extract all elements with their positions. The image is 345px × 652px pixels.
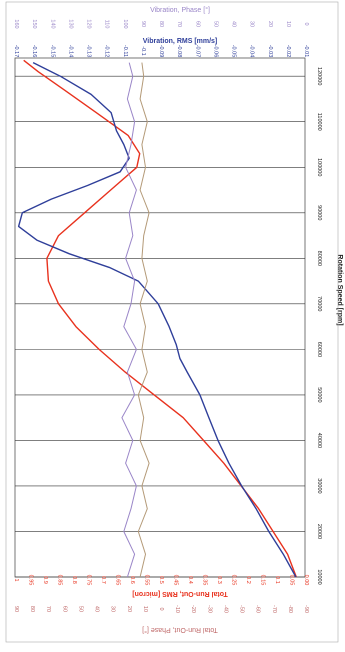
phase-bottom-tick-10: -10 — [174, 605, 180, 613]
runout-tick-12: 0.4 — [187, 576, 193, 584]
runout-tick-19: 0.05 — [289, 575, 295, 586]
runout-tick-17: 0.15 — [260, 575, 266, 586]
phase-top-tick-14: 20 — [267, 21, 273, 27]
series-line-2 — [121, 62, 137, 578]
phase-bottom-tick-6: 30 — [110, 606, 116, 612]
runout-axis-title: Total Run-Out, RMS [micron] — [132, 590, 228, 597]
x-axis-title: Rotation Speed [rpm] — [336, 254, 343, 325]
series-line-1 — [17, 61, 297, 578]
phase-top-tick-8: 80 — [158, 21, 164, 27]
rms-tick-14: -0.03 — [267, 45, 273, 58]
phase-top-tick-1: 150 — [31, 19, 37, 28]
phase-bottom-tick-4: 50 — [77, 606, 83, 612]
rms-tick-2: -0.15 — [49, 45, 55, 58]
phase-bottom-tick-15: -60 — [255, 605, 261, 613]
runout-tick-8: 0.6 — [129, 576, 135, 584]
rms-tick-10: -0.07 — [194, 45, 200, 58]
runout-tick-15: 0.25 — [231, 575, 237, 586]
phase-bottom-tick-8: 10 — [142, 606, 148, 612]
phase-bottom-tick-7: 20 — [126, 606, 132, 612]
runout-tick-11: 0.45 — [173, 575, 179, 586]
series-line-3 — [137, 62, 150, 578]
phase-bottom-tick-1: 80 — [29, 606, 35, 612]
rms-tick-7: -0.1 — [140, 46, 146, 55]
runout-tick-0: 1 — [13, 578, 19, 581]
runout-tick-4: 0.8 — [71, 576, 77, 584]
x-tick-label-8: 90000 — [316, 205, 322, 220]
rms-tick-16: -0.01 — [303, 45, 309, 58]
phase-top-tick-2: 140 — [49, 19, 55, 28]
phase-top-tick-15: 10 — [285, 21, 291, 27]
x-tick-label-9: 100000 — [316, 158, 322, 176]
rms-tick-15: -0.02 — [285, 45, 291, 58]
runout-tick-6: 0.7 — [100, 576, 106, 584]
runout-tick-7: 0.65 — [115, 575, 121, 586]
x-tick-label-2: 30000 — [316, 478, 322, 493]
phase-bottom-tick-2: 70 — [45, 606, 51, 612]
phase-bottom-tick-11: -20 — [190, 605, 196, 613]
phase-top-tick-7: 90 — [140, 21, 146, 27]
phase-bottom-tick-12: -30 — [206, 605, 212, 613]
runout-tick-1: 0.95 — [28, 575, 34, 586]
phase-top-tick-12: 40 — [231, 21, 237, 27]
rms-axis-title: Vibration, RMS [mm/s] — [143, 38, 218, 45]
x-tick-label-5: 60000 — [316, 342, 322, 357]
x-tick-label-3: 40000 — [316, 433, 322, 448]
x-tick-label-1: 20000 — [316, 524, 322, 539]
plot-area — [14, 57, 306, 578]
x-tick-label-7: 80000 — [316, 251, 322, 266]
phase-bottom-tick-17: -80 — [287, 605, 293, 613]
rms-tick-0: -0.17 — [13, 45, 19, 58]
phase-top-tick-11: 50 — [212, 21, 218, 27]
rms-tick-8: -0.09 — [158, 45, 164, 58]
runout-tick-2: 0.9 — [42, 576, 48, 584]
phase-top-tick-10: 60 — [194, 21, 200, 27]
runout-tick-13: 0.35 — [202, 575, 208, 586]
rms-tick-13: -0.04 — [249, 45, 255, 58]
phase-bottom-tick-0: 90 — [13, 606, 19, 612]
rms-tick-6: -0.11 — [122, 45, 128, 57]
rms-tick-4: -0.13 — [86, 45, 92, 58]
rms-tick-11: -0.06 — [212, 45, 218, 58]
runout-tick-9: 0.55 — [144, 575, 150, 586]
phase-bottom-tick-14: -50 — [239, 605, 245, 613]
x-tick-label-11: 120000 — [316, 67, 322, 85]
runout-tick-20: 0.00 — [303, 575, 309, 586]
outer-border — [5, 1, 339, 643]
rms-tick-3: -0.14 — [67, 45, 73, 58]
phase-top-tick-5: 110 — [104, 20, 110, 29]
phase-top-tick-9: 70 — [176, 21, 182, 27]
phase-top-tick-3: 130 — [67, 19, 73, 28]
x-tick-label-4: 50000 — [316, 387, 322, 402]
runout-tick-14: 0.3 — [216, 576, 222, 584]
phase-axis-bottom-title: Total Run-Out, Phase [°] — [142, 626, 218, 634]
runout-tick-18: 0.1 — [274, 576, 280, 584]
phase-bottom-tick-5: 40 — [94, 606, 100, 612]
phase-bottom-tick-18: -90 — [303, 605, 309, 613]
phase-top-tick-16: 0 — [303, 22, 309, 25]
phase-top-tick-6: 100 — [122, 19, 128, 28]
runout-tick-16: 0.2 — [245, 576, 251, 584]
x-tick-label-10: 110000 — [316, 113, 322, 131]
runout-tick-3: 0.85 — [57, 575, 63, 586]
phase-bottom-tick-13: -40 — [222, 605, 228, 613]
phase-top-tick-0: 160 — [13, 19, 19, 28]
rms-tick-12: -0.05 — [231, 45, 237, 58]
phase-top-tick-4: 120 — [86, 19, 92, 28]
rms-tick-5: -0.12 — [104, 45, 110, 58]
phase-bottom-tick-9: 0 — [158, 607, 164, 610]
x-tick-label-0: 10000 — [316, 569, 322, 584]
rms-tick-9: -0.08 — [176, 45, 182, 58]
runout-tick-10: 0.5 — [158, 576, 164, 584]
runout-tick-5: 0.75 — [86, 575, 92, 586]
phase-bottom-tick-3: 60 — [61, 606, 67, 612]
phase-axis-top-title: Vibration, Phase [°] — [150, 6, 210, 14]
rms-tick-1: -0.16 — [31, 45, 37, 58]
x-tick-label-6: 70000 — [316, 296, 322, 311]
phase-top-tick-13: 30 — [249, 21, 255, 27]
phase-bottom-tick-16: -70 — [271, 605, 277, 613]
